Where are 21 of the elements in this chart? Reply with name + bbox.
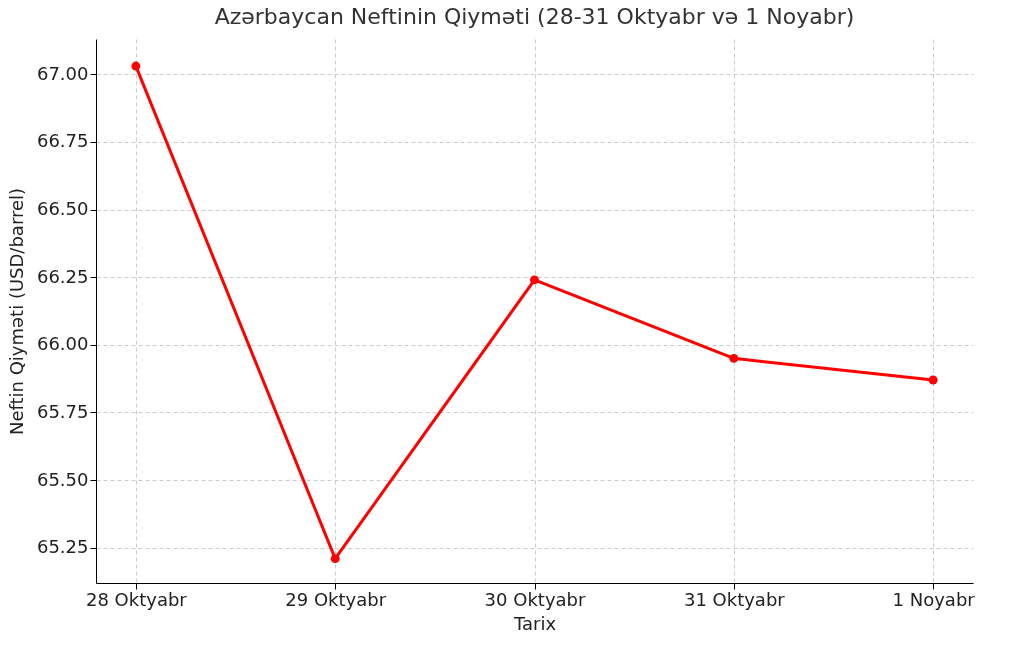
point — [928, 375, 938, 385]
x-tick-label: 30 Oktyabr — [484, 588, 586, 610]
y-tick-label: 66.75 — [36, 130, 89, 152]
y-tick-label: 65.25 — [36, 536, 89, 558]
y-tick-label: 65.50 — [36, 468, 89, 490]
x-tick-label: 29 Oktyabr — [285, 588, 387, 610]
y-tick-label: 66.00 — [36, 333, 89, 355]
y-tick-label: 66.25 — [36, 265, 89, 287]
y-axis-title: Neftin Qiyməti (USD/barrel) — [5, 187, 27, 436]
x-tick-label: 31 Oktyabr — [683, 588, 786, 610]
point — [131, 61, 141, 71]
x-tick-label: 1 Noyabr — [892, 588, 976, 610]
point — [330, 554, 340, 564]
chart-title: Azərbaycan Neftinin Qiyməti (28-31 Oktyabr və 1 Noyabr) — [214, 4, 855, 29]
point — [729, 353, 739, 363]
x-tick-label: 28 Oktyabr — [85, 588, 188, 610]
y-tick-label: 66.50 — [36, 198, 89, 220]
y-tick-label: 67.00 — [36, 62, 89, 84]
x-axis-title: Tarix — [512, 612, 557, 634]
y-tick-label: 65.75 — [36, 400, 89, 422]
point — [530, 275, 539, 285]
